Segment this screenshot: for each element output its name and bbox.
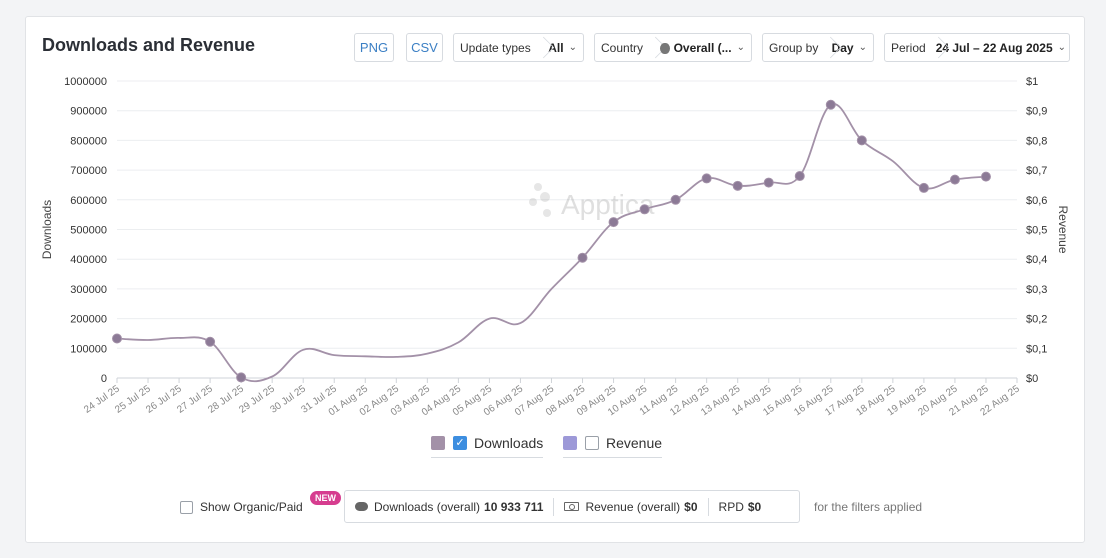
y2-tick-label: $0,1 — [1026, 343, 1047, 355]
y-tick-label: 200000 — [70, 314, 107, 326]
png-export-button[interactable]: PNG — [354, 33, 394, 62]
y2-axis-label: Revenue — [1056, 205, 1070, 253]
country-value: Overall (... — [673, 40, 732, 55]
y-axis-ticks: 0 100000 200000 300000 400000 500000 600000 700… — [64, 76, 107, 385]
period-value: 24 Jul – 22 Aug 2025 — [935, 40, 1053, 55]
y2-tick-label: $0,6 — [1026, 195, 1047, 207]
data-point[interactable] — [856, 135, 867, 146]
data-point[interactable] — [980, 171, 991, 182]
rpd-value: $0 — [747, 499, 762, 514]
downloads-overall-stat: Downloads (overall) 10 933 711 — [345, 498, 553, 516]
data-point[interactable] — [763, 177, 774, 188]
y2-tick-label: $0,7 — [1026, 165, 1047, 177]
y2-tick-label: $0,3 — [1026, 284, 1047, 296]
y-tick-label: 300000 — [70, 284, 107, 296]
data-point[interactable] — [670, 194, 681, 205]
money-icon — [564, 502, 580, 511]
globe-icon — [660, 43, 670, 54]
show-organic-label[interactable]: Show Organic/Paid — [200, 500, 303, 514]
y-tick-label: 1000000 — [64, 76, 107, 88]
y2-tick-label: $0,8 — [1026, 135, 1047, 147]
y2-tick-label: $0 — [1026, 373, 1038, 385]
data-point[interactable] — [608, 217, 619, 228]
period-label: Period — [891, 40, 926, 55]
data-point[interactable] — [949, 174, 960, 185]
chevron-down-icon: ⌄ — [1057, 42, 1067, 53]
revenue-overall-stat: Revenue (overall) $0 — [553, 497, 707, 516]
rpd-stat: RPD $0 — [707, 497, 772, 516]
downloads-series-markers — [112, 99, 991, 383]
chart-title: Downloads and Revenue — [42, 35, 256, 55]
legend-downloads[interactable]: ✓ Downloads — [431, 435, 544, 458]
chevron-down-icon: ⌄ — [568, 42, 577, 53]
data-point[interactable] — [732, 180, 743, 191]
new-badge: NEW — [310, 491, 341, 505]
csv-export-button[interactable]: CSV — [406, 33, 443, 62]
png-label: PNG — [359, 40, 389, 55]
y-tick-label: 500000 — [70, 225, 107, 237]
y-tick-label: 100000 — [70, 343, 107, 355]
legend-revenue-label: Revenue — [606, 435, 663, 451]
downloads-overall-label: Downloads (overall) — [374, 499, 481, 514]
data-point[interactable] — [112, 333, 122, 344]
update-types-select[interactable]: Update types All ⌄ — [453, 33, 584, 62]
y-axis-label: Downloads — [40, 200, 54, 259]
cloud-download-icon — [355, 502, 368, 511]
y-tick-label: 400000 — [70, 254, 107, 266]
downloads-series-line — [116, 103, 987, 383]
legend-downloads-label: Downloads — [474, 435, 544, 451]
period-select[interactable]: Period 24 Jul – 22 Aug 2025 ⌄ — [884, 33, 1070, 62]
y-tick-label: 900000 — [70, 106, 107, 118]
group-by-label: Group by — [769, 40, 819, 55]
y2-tick-label: $0,4 — [1026, 254, 1047, 266]
update-types-value: All — [548, 40, 564, 55]
data-point[interactable] — [205, 336, 216, 347]
chevron-down-icon: ⌄ — [858, 42, 867, 53]
revenue-overall-label: Revenue (overall) — [585, 499, 681, 514]
revenue-swatch — [563, 436, 577, 450]
filters-note: for the filters applied — [814, 500, 923, 514]
y2-tick-label: $1 — [1026, 76, 1038, 88]
revenue-overall-value: $0 — [684, 499, 698, 514]
data-point[interactable] — [701, 173, 712, 184]
data-point[interactable] — [794, 171, 805, 182]
country-select[interactable]: Country Overall (... ⌄ — [594, 33, 752, 62]
y2-tick-label: $0,5 — [1026, 225, 1047, 237]
data-point[interactable] — [825, 99, 836, 110]
watermark: Apptica — [529, 183, 655, 220]
country-label: Country — [601, 40, 644, 55]
revenue-checkbox[interactable] — [585, 436, 599, 450]
legend-revenue[interactable]: Revenue — [563, 435, 663, 458]
apptica-logo-icon — [529, 183, 551, 217]
group-by-select[interactable]: Group by Day ⌄ — [762, 33, 874, 62]
data-point[interactable] — [918, 182, 929, 193]
chart-card: Downloads and Revenue PNG CSV Update typ… — [25, 16, 1085, 543]
y-tick-label: 600000 — [70, 195, 107, 207]
y-tick-label: 700000 — [70, 165, 107, 177]
y2-tick-label: $0,2 — [1026, 314, 1047, 326]
summary-stats: Downloads (overall) 10 933 711 Revenue (… — [344, 490, 800, 523]
data-point[interactable] — [639, 204, 650, 215]
watermark-text: Apptica — [561, 189, 655, 220]
chevron-down-icon: ⌄ — [736, 42, 745, 53]
update-types-label: Update types — [460, 40, 531, 55]
rpd-label: RPD — [718, 499, 744, 514]
chart-grid — [117, 80, 1017, 379]
data-point[interactable] — [236, 372, 247, 383]
show-organic-checkbox[interactable] — [180, 501, 193, 514]
downloads-checkbox[interactable]: ✓ — [453, 436, 467, 450]
y2-tick-label: $0,9 — [1026, 106, 1047, 118]
y-tick-label: 0 — [101, 373, 107, 385]
csv-label: CSV — [411, 40, 438, 55]
y2-axis-ticks: $0 $0,1 $0,2 $0,3 $0,4 $0,5 $0,6 $0,7 $0,8 $0,9 $1 — [1026, 76, 1047, 385]
downloads-overall-value: 10 933 711 — [484, 499, 544, 514]
downloads-swatch — [431, 436, 445, 450]
data-point[interactable] — [577, 252, 588, 263]
y-tick-label: 800000 — [70, 135, 107, 147]
line-chart: Apptica 0 100000 200000 300000 400000 500000 6… — [40, 76, 1070, 418]
